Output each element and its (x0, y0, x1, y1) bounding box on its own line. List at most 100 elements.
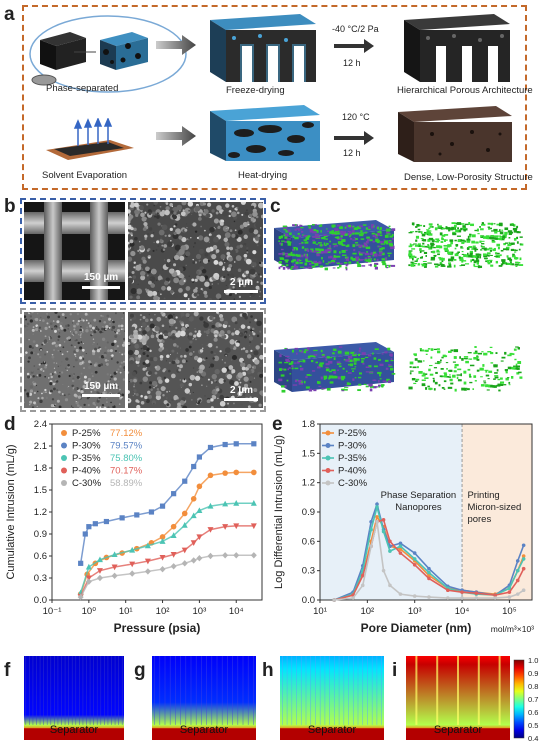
series-line (79, 471, 254, 595)
data-point (515, 592, 520, 596)
data-point (381, 568, 386, 573)
data-point (460, 590, 464, 594)
x-tick-label: 10⁴ (229, 606, 244, 617)
panel-b-top-frame (20, 198, 266, 304)
freeze-condition-2: 12 h (343, 58, 361, 68)
legend-label: P-30% (72, 441, 101, 452)
legend-marker (61, 455, 67, 461)
data-point (521, 543, 526, 548)
data-point (398, 544, 403, 549)
colorbar-tick-label: 0.9 (528, 669, 538, 678)
x-axis-label: Pore Diameter (nm) (361, 621, 472, 635)
data-point (460, 596, 464, 600)
legend-marker (61, 430, 67, 436)
sem-image-cast-high (128, 312, 263, 408)
legend-marker (61, 442, 67, 449)
panel-a-frame (22, 5, 527, 190)
y-tick-label: 2.4 (34, 419, 47, 430)
arrow-icon (334, 39, 374, 53)
data-point (398, 547, 403, 551)
annotation: Micron-sized (467, 502, 521, 513)
data-point (360, 583, 365, 588)
x-tick-label: 10² (360, 606, 374, 617)
scale-bar-label: 2 µm (230, 385, 253, 396)
legend-marker (325, 468, 331, 473)
colorbar-unit-label: mol/m³×10³ (491, 624, 534, 634)
legend-marker (325, 430, 331, 436)
panel-label-b: b (4, 196, 16, 217)
data-point (351, 596, 355, 600)
data-point (493, 596, 497, 600)
data-point (521, 557, 526, 561)
nanopore-region (320, 424, 463, 600)
data-point (446, 588, 450, 593)
series-line (80, 554, 254, 598)
separator-label: Separator (307, 724, 357, 736)
data-point (427, 576, 431, 581)
legend-label: C-30% (72, 478, 102, 489)
simulation-map-h: Separator (280, 656, 384, 740)
data-point (375, 505, 379, 509)
y-tick-label: 0.6 (34, 551, 47, 562)
data-point (381, 529, 386, 534)
micron-region (462, 424, 532, 600)
y-tick-label: 0.9 (302, 507, 315, 518)
heat-drying-caption: Heat-drying (238, 170, 288, 181)
scale-bar (82, 286, 120, 289)
simulation-map-f: Separator (24, 656, 124, 740)
y-tick-label: 0.0 (34, 595, 47, 606)
legend-porosity: 77.12% (110, 428, 143, 439)
scale-bar-label: 2 µm (230, 277, 253, 288)
arrow-icon (334, 131, 374, 145)
heat-condition-2: 12 h (343, 148, 361, 158)
scale-bar-label: 150 µm (84, 381, 119, 392)
x-tick-label: 10⁴ (455, 606, 470, 617)
ct-reconstruction-printed-combined (274, 220, 396, 271)
colorbar: 1.0 0.9 0.8 0.7 0.6 0.5 0.4 (513, 656, 538, 743)
freeze-dried-illustration (210, 14, 316, 82)
freeze-condition-1: -40 °C/2 Pa (332, 24, 379, 34)
legend-label: P-25% (338, 428, 367, 439)
y-tick-label: 1.2 (302, 478, 315, 489)
data-point (375, 515, 379, 519)
cumulative-intrusion-chart: 0.0 0.3 0.6 0.9 1.2 1.5 1.8 2.1 2.4 10⁻¹ 10⁰ 10¹ 10²… (5, 419, 263, 635)
sem-image-printed-low (24, 202, 125, 300)
y-tick-label: 0.6 (302, 536, 315, 547)
data-point (521, 554, 526, 558)
dense-structure-illustration (398, 106, 512, 162)
data-point (388, 583, 392, 588)
data-point (427, 570, 431, 575)
data-point (507, 586, 512, 591)
data-point (427, 595, 431, 599)
legend-marker (61, 467, 67, 474)
scale-bar (224, 290, 258, 293)
panel-label-c: c (270, 196, 281, 217)
phase-separated-caption: Phase-separated (46, 83, 119, 94)
annotation: Printing (467, 490, 499, 501)
x-tick-label: 10³ (408, 606, 422, 617)
legend-porosity: 79.57% (110, 441, 143, 452)
separator-label: Separator (179, 724, 229, 736)
y-tick-label: 1.2 (34, 507, 47, 518)
legend-porosity: 75.80% (110, 453, 143, 464)
y-tick-label: 0.0 (302, 595, 315, 606)
y-tick-label: 0.3 (34, 573, 47, 584)
colorbar-tick-label: 0.5 (528, 721, 538, 730)
series-line (79, 443, 254, 564)
simulation-map-i: Separator (406, 656, 510, 740)
data-point (360, 573, 365, 578)
legend-label: P-30% (338, 441, 367, 452)
y-tick-label: 1.8 (34, 463, 47, 474)
y-tick-label: 1.8 (302, 419, 315, 430)
panel-label-d: d (4, 414, 16, 435)
data-point (398, 592, 403, 596)
heat-dried-illustration (210, 105, 320, 161)
annotation: Nanopores (395, 502, 442, 513)
data-point (507, 595, 512, 599)
ct-reconstruction-cast-combined (274, 342, 396, 393)
sem-image-printed-high (128, 202, 263, 300)
data-point (375, 519, 379, 524)
arrow-icon (156, 35, 196, 55)
y-tick-label: 0.9 (34, 529, 47, 540)
data-point (474, 591, 479, 595)
